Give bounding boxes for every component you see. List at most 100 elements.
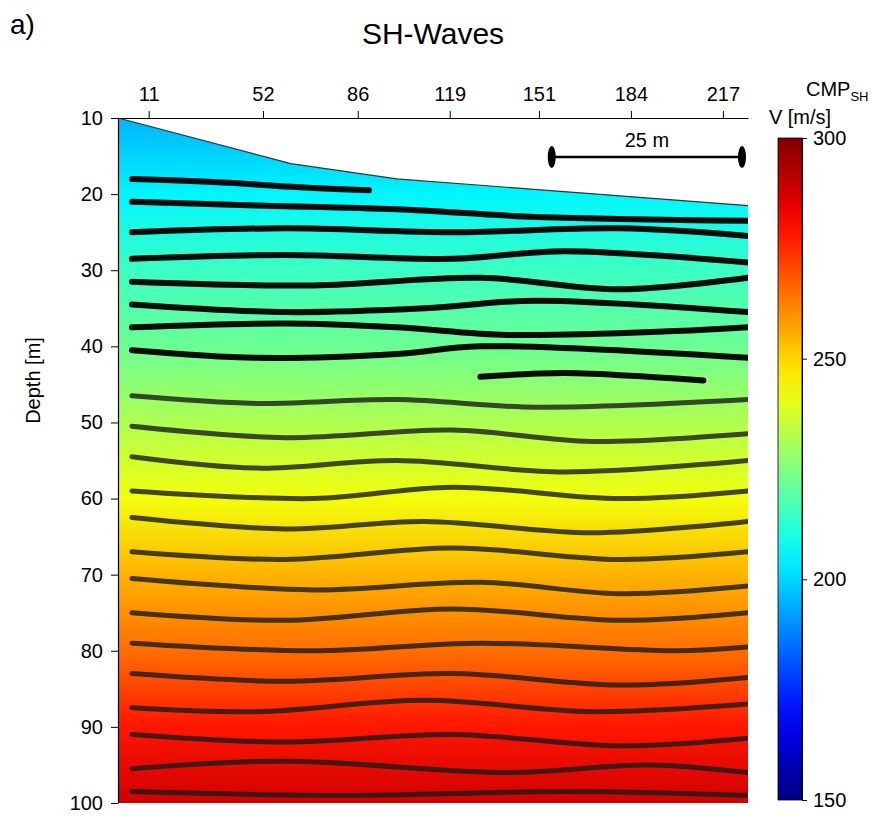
tick: 150 — [802, 789, 846, 811]
tick-mark — [111, 346, 118, 347]
colorbar-axis-line — [802, 139, 803, 801]
tick-label: 90 — [81, 716, 103, 738]
title: SH-Waves — [362, 17, 504, 50]
tick-mark — [802, 579, 807, 580]
tick-label: 150 — [813, 789, 846, 811]
plot-area — [118, 118, 748, 803]
tick-label: 20 — [81, 183, 103, 205]
tick: 20 — [81, 183, 118, 205]
tick-label: 217 — [707, 83, 740, 105]
tick-mark — [149, 111, 150, 118]
reflector — [132, 700, 748, 712]
colorbar-axis: 150 200 250 300 — [802, 127, 846, 811]
tick-mark — [358, 111, 359, 118]
panel-label: a) — [10, 9, 35, 40]
x-axis-title: CMPSH — [806, 78, 869, 104]
x-axis-title-subscript: SH — [850, 89, 868, 104]
reflector — [132, 457, 748, 472]
reflector — [132, 202, 748, 221]
tick-label: 250 — [813, 348, 846, 370]
reflector — [480, 373, 703, 381]
tick: 11 — [139, 83, 160, 118]
tick-label: 151 — [523, 83, 556, 105]
reflector — [132, 609, 748, 620]
tick-mark — [111, 803, 118, 804]
tick: 60 — [81, 487, 118, 509]
reflector — [132, 426, 748, 441]
tick-mark — [723, 111, 724, 118]
tick-label: 184 — [615, 83, 648, 105]
tick-mark — [631, 111, 632, 118]
velocity-field — [118, 118, 748, 803]
colorbar-title: V [m/s] — [769, 106, 831, 128]
tick-label: 70 — [81, 564, 103, 586]
tick: 50 — [81, 411, 118, 433]
reflector — [132, 323, 748, 335]
tick: 70 — [81, 564, 118, 586]
air — [118, 118, 748, 206]
tick-label: 86 — [347, 83, 369, 105]
tick: 10 — [81, 107, 118, 129]
tick-mark — [802, 138, 807, 139]
tick-mark — [111, 270, 118, 271]
reflector — [132, 301, 748, 313]
tick-mark — [111, 194, 118, 195]
tick-label: 100 — [70, 792, 103, 814]
tick-mark — [802, 800, 807, 801]
tick: 90 — [81, 716, 118, 738]
tick: 184 — [615, 83, 648, 118]
reflector — [132, 251, 748, 262]
reflector — [132, 548, 748, 559]
scale-bar-end — [738, 146, 746, 168]
x-axis: 11 52 86 119 151 184 217 — [119, 83, 749, 119]
tick-mark — [111, 422, 118, 423]
tick: 151 — [523, 83, 556, 118]
reflector — [132, 643, 748, 651]
tick: 52 — [252, 83, 274, 118]
tick-mark — [111, 575, 118, 576]
tick: 250 — [802, 348, 846, 370]
tick: 300 — [802, 127, 846, 149]
tick-mark — [111, 499, 118, 500]
chart: 1152861191511842171020304050607080901001… — [0, 0, 888, 830]
scale-bar-label: 25 m — [625, 129, 669, 151]
reflector — [132, 346, 748, 358]
tick-mark — [111, 727, 118, 728]
scale-bar-line — [552, 156, 742, 159]
tick: 40 — [81, 335, 118, 357]
colorbar — [778, 138, 802, 800]
tick-mark — [539, 111, 540, 118]
reflector — [132, 228, 748, 236]
tick-label: 52 — [252, 83, 274, 105]
reflector — [132, 278, 748, 290]
tick-label: 300 — [813, 127, 846, 149]
reflector — [132, 674, 748, 685]
y-axis-title: Depth [m] — [22, 337, 44, 424]
tick: 80 — [81, 640, 118, 662]
tick-label: 60 — [81, 487, 103, 509]
tick: 217 — [707, 83, 740, 118]
reflector — [132, 761, 748, 772]
tick-mark — [111, 118, 118, 119]
scale-bar-end — [548, 146, 556, 168]
reflector — [132, 396, 748, 407]
y-axis: 10 20 30 40 50 60 70 80 90 100 — [70, 107, 119, 814]
x-axis-line — [119, 118, 749, 119]
tick: 200 — [802, 568, 846, 590]
tick: 86 — [347, 83, 369, 118]
tick-mark — [263, 111, 264, 118]
tick-label: 80 — [81, 640, 103, 662]
tick: 119 — [434, 83, 466, 118]
surface-line — [118, 118, 748, 206]
reflector — [132, 487, 748, 499]
tick-label: 200 — [813, 568, 846, 590]
scale-bar: 25 m — [548, 129, 746, 168]
tick-label: 11 — [139, 83, 160, 105]
tick-label: 30 — [81, 259, 103, 281]
tick: 30 — [81, 259, 118, 281]
tick: 100 — [70, 792, 118, 814]
reflector — [132, 518, 748, 533]
reflector — [132, 734, 748, 745]
reflector — [132, 792, 748, 796]
tick-label: 10 — [81, 107, 103, 129]
